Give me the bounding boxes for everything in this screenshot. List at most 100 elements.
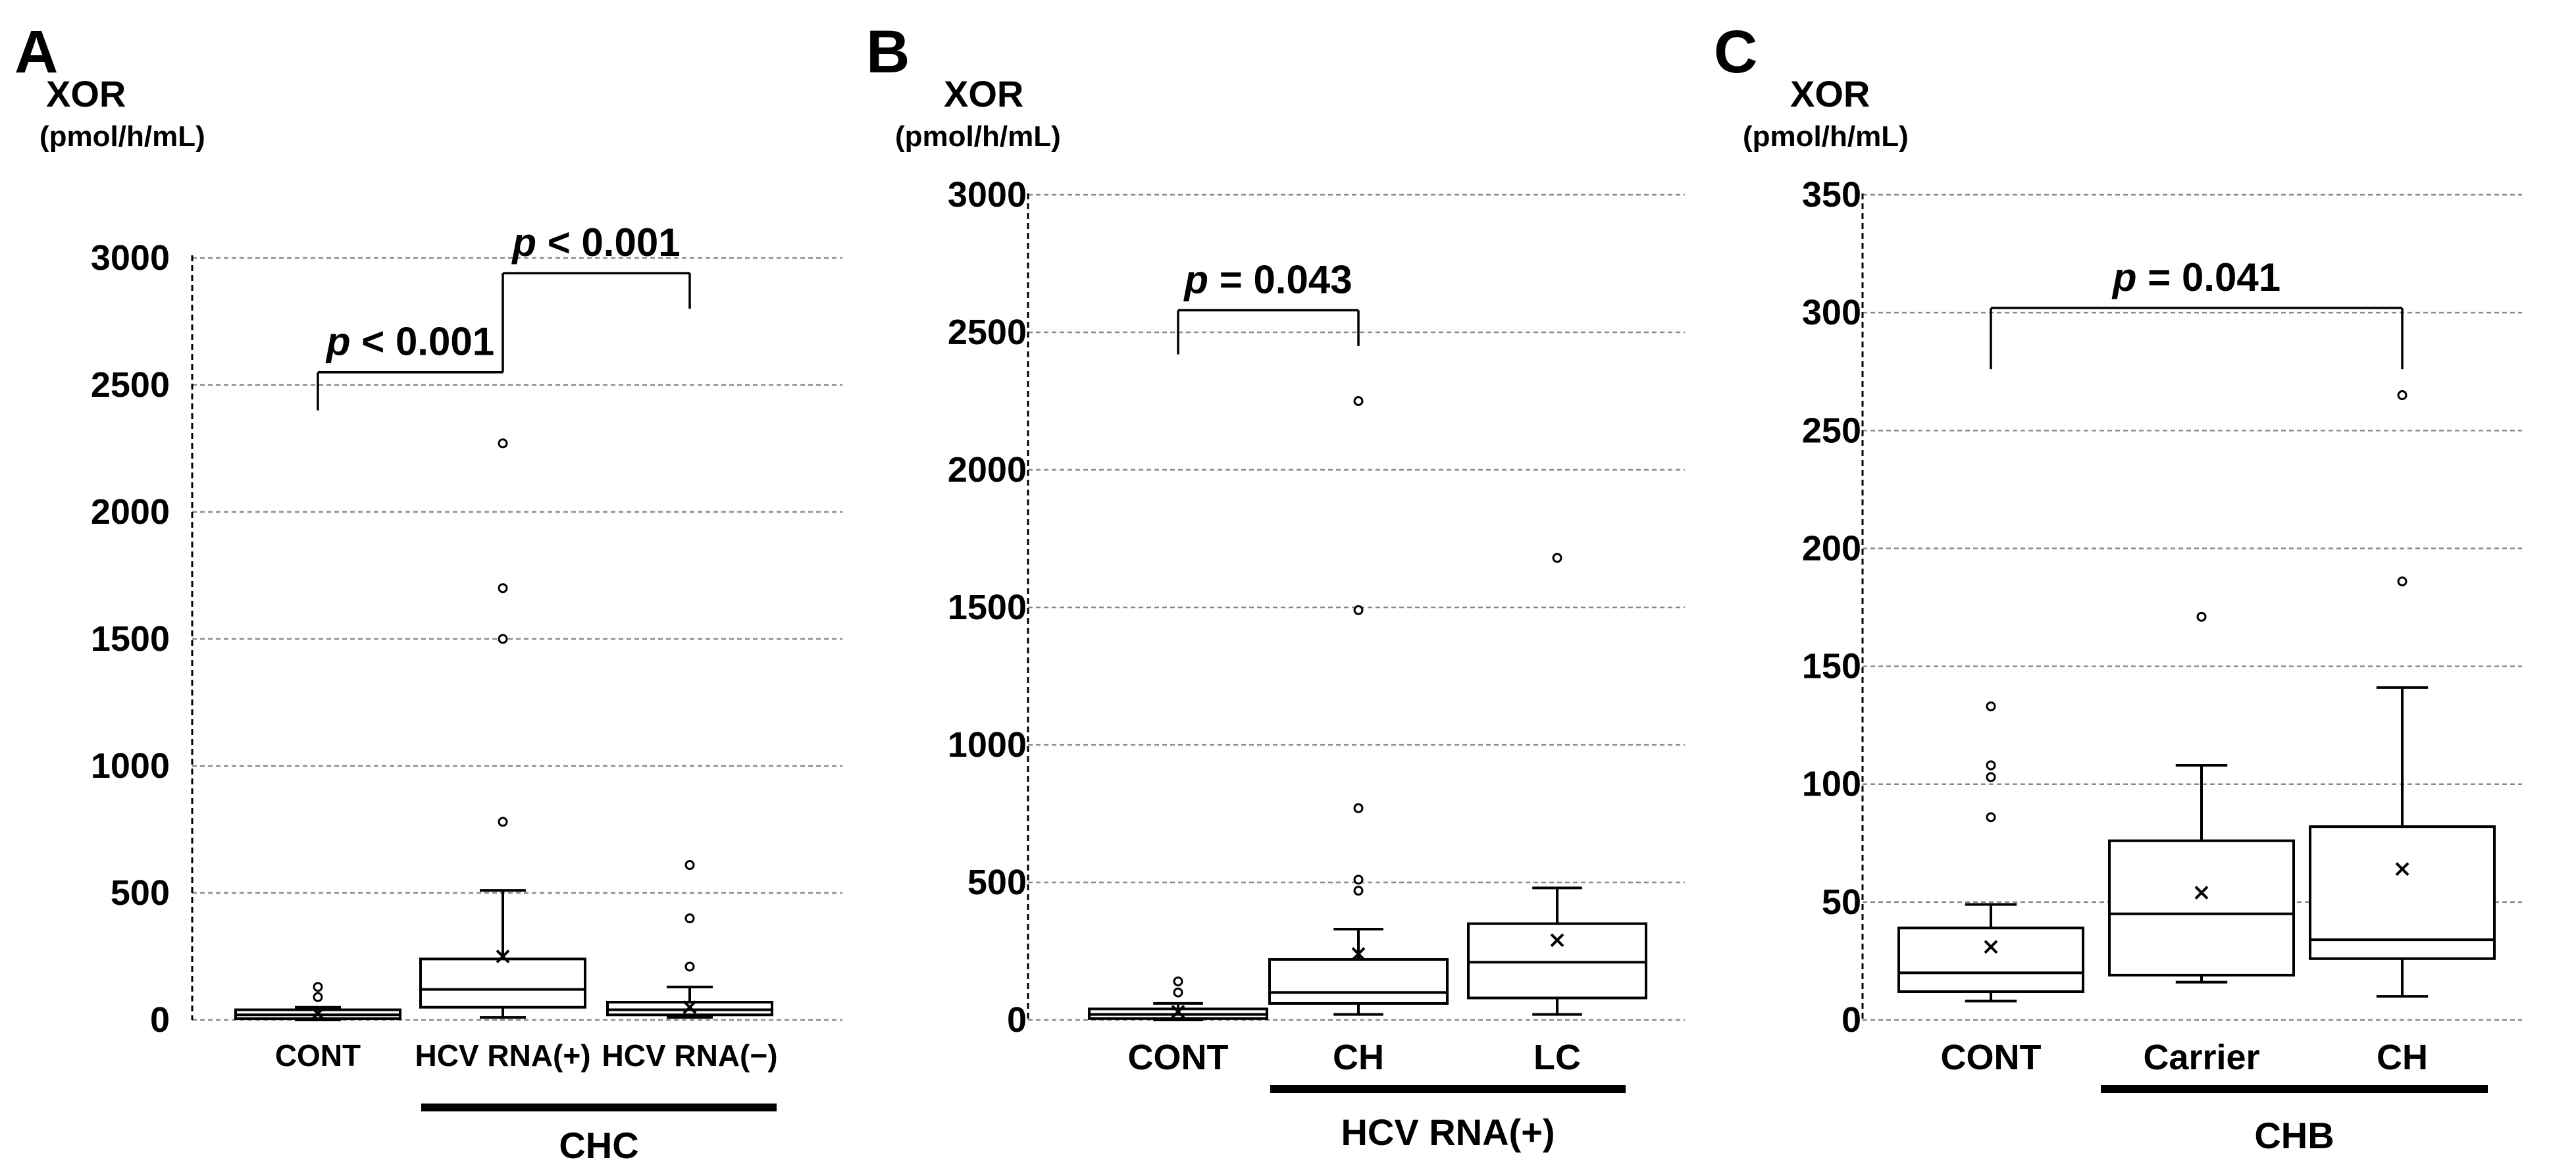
p-symbol: p xyxy=(1183,258,1208,302)
y-axis-label-a: XOR xyxy=(46,73,126,114)
mean-marker xyxy=(1550,933,1564,948)
y-tick-label-1500: 1500 xyxy=(948,588,1027,627)
outlier-point xyxy=(313,982,323,992)
box-HCV RNA(+) xyxy=(419,438,586,1019)
outlier-point xyxy=(498,817,508,827)
y-axis-unit-b: (pmol/h/mL) xyxy=(895,120,1061,153)
x-category-label-LC: LC xyxy=(1533,1038,1581,1077)
mean-marker xyxy=(1351,947,1366,961)
y-tick-label-0: 0 xyxy=(1007,1000,1027,1040)
outlier-point xyxy=(1552,553,1562,563)
outlier-point xyxy=(1986,812,1996,823)
outlier-point xyxy=(1353,605,1364,615)
y-tick-label-1000: 1000 xyxy=(91,746,170,786)
x-category-label-Carrier: Carrier xyxy=(2143,1038,2259,1077)
y-tick-label-2000: 2000 xyxy=(91,492,170,532)
y-tick-label-0: 0 xyxy=(1842,1000,1861,1040)
y-tick-label-500: 500 xyxy=(111,873,170,913)
outlier-point xyxy=(2196,611,2207,622)
panel-b: 0 500 1000 1500 2000 2500 3000 CONT CH LC HCV RNA(… xyxy=(948,175,1685,1153)
outlier-point xyxy=(1173,987,1183,998)
y-tick-label-50: 50 xyxy=(1822,882,1861,922)
box-Carrier xyxy=(2108,611,2295,984)
x-category-label-CH: CH xyxy=(1333,1038,1384,1077)
y-tick-label-100: 100 xyxy=(1802,765,1861,804)
significance-bracket-1: p < 0.001 xyxy=(502,220,691,372)
outlier-point xyxy=(498,634,508,644)
iqr-box xyxy=(419,957,586,1009)
p-symbol: p xyxy=(325,320,351,364)
y-tick-label-1500: 1500 xyxy=(91,619,170,659)
outlier-point xyxy=(1986,760,1996,771)
p-value: < 0.001 xyxy=(536,220,681,265)
y-axis-label-c: XOR xyxy=(1790,73,1870,114)
box-LC xyxy=(1467,553,1647,1016)
box-CH xyxy=(1268,396,1449,1016)
outlier-point xyxy=(1353,886,1364,896)
y-tick-label-2000: 2000 xyxy=(948,450,1027,490)
outlier-point xyxy=(1173,976,1183,986)
y-tick-label-2500: 2500 xyxy=(91,365,170,405)
outlier-point xyxy=(498,438,508,449)
iqr-box xyxy=(1467,922,1647,1000)
p-value-label: p < 0.001 xyxy=(511,220,680,265)
mean-marker xyxy=(1171,1005,1185,1019)
box-CONT xyxy=(1897,701,2084,1003)
x-category-label-HCV RNA(−): HCV RNA(−) xyxy=(602,1038,777,1073)
group-label: CHB xyxy=(2254,1115,2334,1156)
outlier-point xyxy=(684,913,695,924)
mean-marker xyxy=(311,1006,325,1021)
p-value: < 0.001 xyxy=(351,320,495,364)
y-tick-label-150: 150 xyxy=(1802,647,1861,686)
outlier-point xyxy=(1353,803,1364,813)
iqr-box xyxy=(2108,839,2295,977)
outlier-point xyxy=(1353,875,1364,885)
iqr-box xyxy=(2309,825,2496,960)
p-symbol: p xyxy=(2111,255,2137,299)
p-value-label: p = 0.043 xyxy=(1183,258,1352,302)
p-value: = 0.041 xyxy=(2137,255,2281,299)
y-tick-label-0: 0 xyxy=(150,1000,170,1040)
box-CONT xyxy=(234,982,401,1021)
mean-marker xyxy=(2395,862,2409,876)
p-value: = 0.043 xyxy=(1208,258,1352,302)
outlier-point xyxy=(1353,396,1364,406)
iqr-box xyxy=(1268,958,1449,1005)
x-category-label-CONT: CONT xyxy=(1128,1038,1229,1077)
panel-c: 0 50 100 150 200 250 300 350 CONT Carrier CH CHB p =… xyxy=(1802,175,2522,1156)
y-tick-label-300: 300 xyxy=(1802,293,1861,332)
y-tick-label-1000: 1000 xyxy=(948,725,1027,765)
group-label: HCV RNA(+) xyxy=(1341,1111,1555,1153)
panel-letter-c: C xyxy=(1714,18,1757,86)
outlier-point xyxy=(313,992,323,1002)
y-axis-unit-c: (pmol/h/mL) xyxy=(1743,120,1909,153)
x-category-label-CH: CH xyxy=(2377,1038,2428,1077)
iqr-box xyxy=(1897,927,2084,994)
p-value-label: p = 0.041 xyxy=(2111,255,2280,299)
x-category-label-HCV RNA(+): HCV RNA(+) xyxy=(415,1038,590,1073)
mean-marker xyxy=(496,950,510,963)
significance-bracket-0: p < 0.001 xyxy=(317,320,503,411)
y-tick-label-200: 200 xyxy=(1802,528,1861,568)
outlier-point xyxy=(2397,390,2408,401)
box-HCV RNA(−) xyxy=(606,860,773,1019)
x-category-label-CONT: CONT xyxy=(275,1038,361,1073)
mean-marker xyxy=(1984,940,1998,954)
box-CONT xyxy=(1088,976,1268,1021)
outlier-point xyxy=(2397,576,2408,587)
mean-marker xyxy=(2194,886,2209,900)
significance-bracket-0: p = 0.041 xyxy=(1990,255,2404,370)
y-tick-label-3000: 3000 xyxy=(91,238,170,278)
y-tick-label-2500: 2500 xyxy=(948,313,1027,352)
panel-letter-a: A xyxy=(14,18,58,86)
outlier-point xyxy=(1986,772,1996,782)
outlier-point xyxy=(684,860,695,871)
outlier-point xyxy=(498,583,508,594)
outlier-point xyxy=(684,961,695,972)
y-tick-label-350: 350 xyxy=(1802,175,1861,215)
group-label: CHC xyxy=(559,1125,638,1166)
y-axis-label-b: XOR xyxy=(944,73,1023,114)
outlier-point xyxy=(1986,701,1996,711)
x-category-label-CONT: CONT xyxy=(1941,1038,2042,1077)
significance-bracket-0: p = 0.043 xyxy=(1177,258,1360,355)
